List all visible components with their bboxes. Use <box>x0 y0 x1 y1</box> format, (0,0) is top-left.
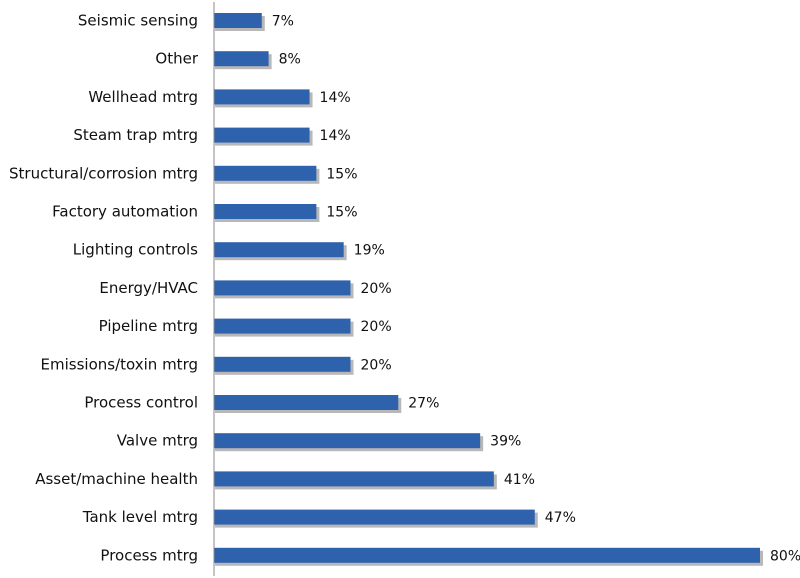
category-label: Steam trap mtrg <box>73 126 198 144</box>
category-label: Pipeline mtrg <box>99 317 198 335</box>
value-label: 20% <box>361 357 392 373</box>
category-label: Tank level mtrg <box>82 508 198 526</box>
bar <box>214 127 310 143</box>
category-label: Asset/machine health <box>35 470 198 488</box>
value-labels: 7% 8% 14% 14% 15% 15% 19% 20% 20% 20% 27% 39% 41% 47%… <box>272 14 800 565</box>
category-label: Lighting controls <box>73 241 198 259</box>
bar <box>214 395 399 410</box>
value-label: 14% <box>320 128 351 144</box>
category-label: Process control <box>84 394 198 412</box>
category-label: Other <box>155 50 198 68</box>
category-label: Factory automation <box>52 203 198 221</box>
category-label: Energy/HVAC <box>99 279 198 297</box>
bar <box>214 433 481 449</box>
value-label: 15% <box>326 205 357 221</box>
bar <box>214 471 494 487</box>
value-label: 39% <box>490 434 521 450</box>
bars <box>214 13 763 566</box>
bar <box>214 509 535 525</box>
category-label: Valve mtrg <box>117 432 198 450</box>
value-label: 14% <box>320 90 351 106</box>
category-label: Process mtrg <box>100 546 198 564</box>
category-label: Structural/corrosion mtrg <box>9 164 198 182</box>
category-label: Seismic sensing <box>78 12 198 30</box>
value-label: 41% <box>504 472 535 488</box>
bar <box>214 204 317 219</box>
bar <box>214 89 310 105</box>
value-label: 47% <box>545 510 576 526</box>
bar <box>214 13 262 28</box>
value-label: 15% <box>326 166 357 182</box>
category-label: Wellhead mtrg <box>88 88 198 106</box>
category-label: Emissions/toxin mtrg <box>41 355 198 373</box>
value-label: 19% <box>354 243 385 259</box>
bar <box>214 318 351 334</box>
value-label: 20% <box>361 319 392 335</box>
bar <box>214 165 317 181</box>
bar <box>214 356 351 372</box>
value-label: 8% <box>279 52 301 68</box>
bar <box>214 242 344 258</box>
value-label: 80% <box>770 548 800 564</box>
value-label: 20% <box>361 281 392 297</box>
value-label: 7% <box>272 14 294 30</box>
bar <box>214 547 760 563</box>
category-labels: Seismic sensing Other Wellhead mtrg Steam t… <box>9 12 199 565</box>
bar <box>214 51 269 67</box>
bar <box>214 280 351 296</box>
value-label: 27% <box>408 396 439 412</box>
